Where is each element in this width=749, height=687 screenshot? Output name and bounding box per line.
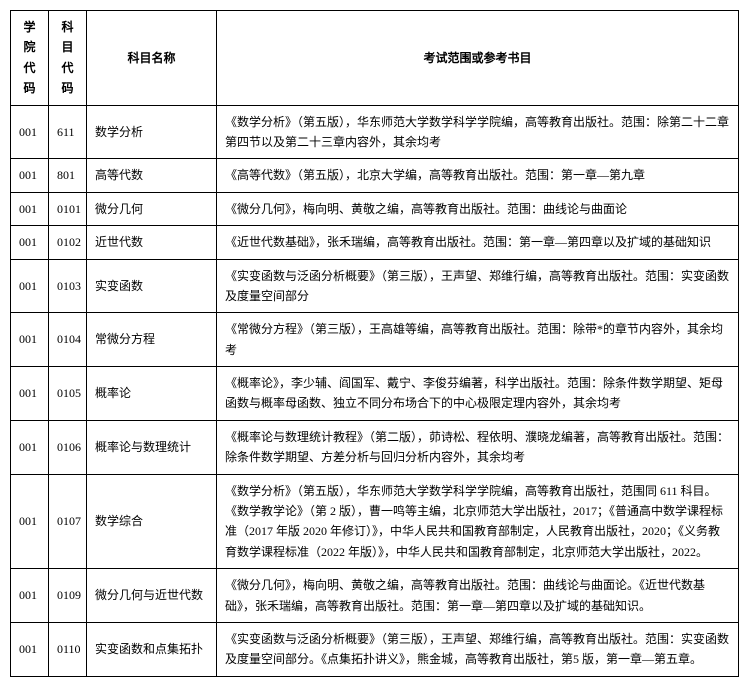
cell-college-code: 001 [11,420,49,474]
table-row: 0010109微分几何与近世代数《微分几何》，梅向明、黄敬之编，高等教育出版社。… [11,569,739,623]
cell-college-code: 001 [11,226,49,259]
cell-college-code: 001 [11,105,49,159]
cell-subject-name: 数学分析 [87,105,217,159]
cell-subject-name: 概率论 [87,367,217,421]
cell-college-code: 001 [11,192,49,225]
cell-reference: 《概率论与数理统计教程》（第二版），茆诗松、程依明、濮晓龙编著，高等教育出版社。… [217,420,739,474]
cell-college-code: 001 [11,259,49,313]
cell-subject-name: 高等代数 [87,159,217,192]
cell-subject-code: 0105 [49,367,87,421]
cell-subject-name: 近世代数 [87,226,217,259]
cell-reference: 《微分几何》，梅向明、黄敬之编，高等教育出版社。范围：曲线论与曲面论 [217,192,739,225]
cell-reference: 《实变函数与泛函分析概要》（第三版），王声望、郑维行编，高等教育出版社。范围：实… [217,622,739,676]
cell-college-code: 001 [11,569,49,623]
table-header-row: 学院代码 科目代码 科目名称 考试范围或参考书目 [11,11,739,106]
cell-subject-code: 611 [49,105,87,159]
cell-subject-name: 概率论与数理统计 [87,420,217,474]
cell-subject-code: 0109 [49,569,87,623]
reference-table: 学院代码 科目代码 科目名称 考试范围或参考书目 001611数学分析《数学分析… [10,10,739,677]
cell-reference: 《数学分析》（第五版），华东师范大学数学科学学院编，高等教育出版社。范围：除第二… [217,105,739,159]
cell-subject-code: 0110 [49,622,87,676]
cell-reference: 《概率论》，李少辅、阎国军、戴宁、李俊芬编著，科学出版社。范围：除条件数学期望、… [217,367,739,421]
header-college-code: 学院代码 [11,11,49,106]
cell-reference: 《近世代数基础》，张禾瑞编，高等教育出版社。范围：第一章—第四章以及扩域的基础知… [217,226,739,259]
cell-subject-name: 微分几何与近世代数 [87,569,217,623]
cell-college-code: 001 [11,474,49,569]
table-row: 0010104常微分方程《常微分方程》（第三版），王高雄等编，高等教育出版社。范… [11,313,739,367]
cell-college-code: 001 [11,159,49,192]
cell-reference: 《常微分方程》（第三版），王高雄等编，高等教育出版社。范围：除带*的章节内容外，… [217,313,739,367]
cell-subject-code: 801 [49,159,87,192]
cell-college-code: 001 [11,313,49,367]
table-row: 0010106概率论与数理统计《概率论与数理统计教程》（第二版），茆诗松、程依明… [11,420,739,474]
cell-subject-name: 微分几何 [87,192,217,225]
cell-subject-name: 常微分方程 [87,313,217,367]
header-reference: 考试范围或参考书目 [217,11,739,106]
cell-subject-code: 0106 [49,420,87,474]
cell-college-code: 001 [11,367,49,421]
cell-reference: 《微分几何》，梅向明、黄敬之编，高等教育出版社。范围：曲线论与曲面论。《近世代数… [217,569,739,623]
cell-subject-code: 0107 [49,474,87,569]
table-row: 0010110实变函数和点集拓扑《实变函数与泛函分析概要》（第三版），王声望、郑… [11,622,739,676]
header-subject-code: 科目代码 [49,11,87,106]
header-subject-name: 科目名称 [87,11,217,106]
table-row: 0010101微分几何《微分几何》，梅向明、黄敬之编，高等教育出版社。范围：曲线… [11,192,739,225]
table-row: 0010105概率论《概率论》，李少辅、阎国军、戴宁、李俊芬编著，科学出版社。范… [11,367,739,421]
cell-subject-name: 实变函数 [87,259,217,313]
cell-reference: 《实变函数与泛函分析概要》（第三版），王声望、郑维行编，高等教育出版社。范围：实… [217,259,739,313]
cell-subject-name: 实变函数和点集拓扑 [87,622,217,676]
cell-subject-code: 0104 [49,313,87,367]
cell-college-code: 001 [11,622,49,676]
table-row: 0010102近世代数《近世代数基础》，张禾瑞编，高等教育出版社。范围：第一章—… [11,226,739,259]
table-body: 001611数学分析《数学分析》（第五版），华东师范大学数学科学学院编，高等教育… [11,105,739,676]
cell-subject-code: 0101 [49,192,87,225]
cell-subject-name: 数学综合 [87,474,217,569]
cell-subject-code: 0103 [49,259,87,313]
cell-subject-code: 0102 [49,226,87,259]
table-row: 0010107数学综合《数学分析》（第五版），华东师范大学数学科学学院编，高等教… [11,474,739,569]
table-row: 001801高等代数《高等代数》（第五版），北京大学编，高等教育出版社。范围：第… [11,159,739,192]
cell-reference: 《高等代数》（第五版），北京大学编，高等教育出版社。范围：第一章—第九章 [217,159,739,192]
table-row: 001611数学分析《数学分析》（第五版），华东师范大学数学科学学院编，高等教育… [11,105,739,159]
cell-reference: 《数学分析》（第五版），华东师范大学数学科学学院编，高等教育出版社，范围同 61… [217,474,739,569]
table-row: 0010103实变函数《实变函数与泛函分析概要》（第三版），王声望、郑维行编，高… [11,259,739,313]
